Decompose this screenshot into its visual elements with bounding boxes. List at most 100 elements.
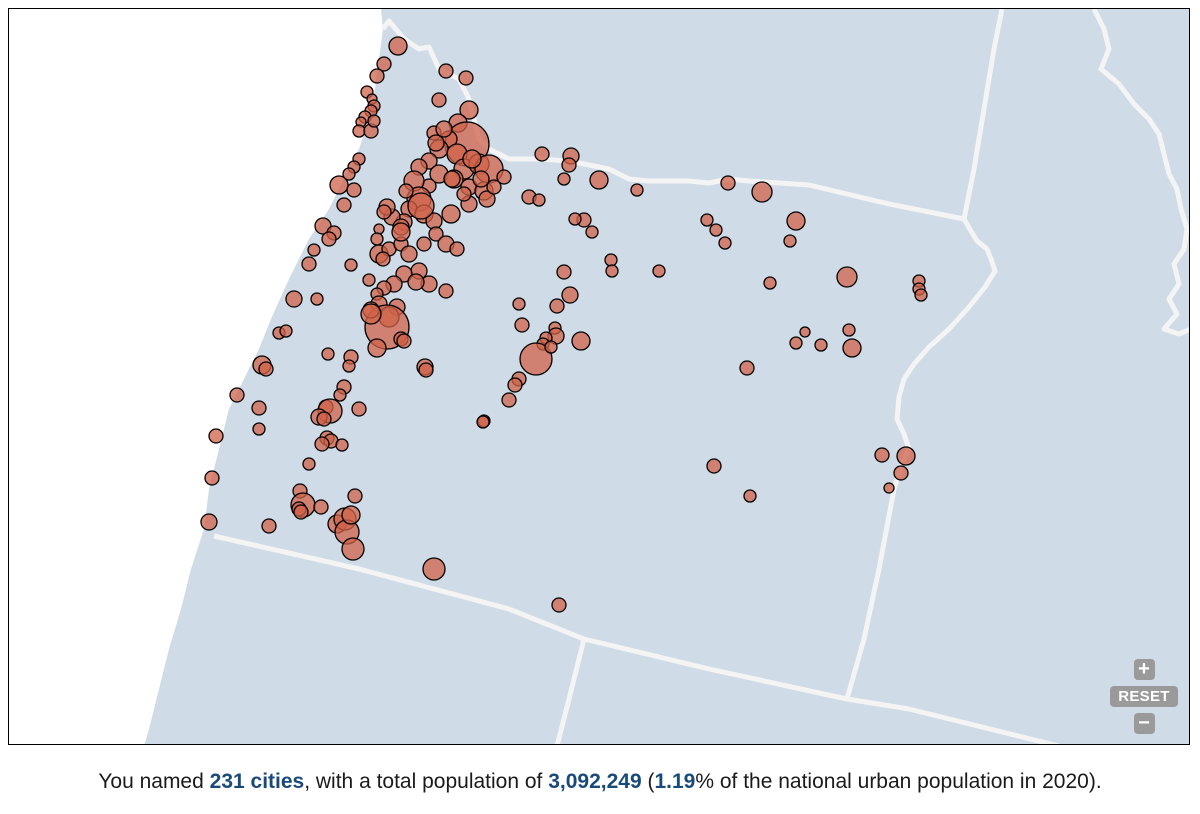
reset-button[interactable]: RESET: [1110, 686, 1178, 707]
city-marker[interactable]: [351, 401, 367, 417]
city-marker[interactable]: [341, 537, 365, 561]
city-marker[interactable]: [341, 505, 361, 525]
city-marker[interactable]: [763, 276, 777, 290]
city-marker[interactable]: [310, 292, 324, 306]
city-marker[interactable]: [208, 428, 224, 444]
city-marker[interactable]: [251, 400, 267, 416]
city-marker[interactable]: [561, 157, 577, 173]
city-marker[interactable]: [441, 204, 461, 224]
city-marker[interactable]: [557, 172, 571, 186]
city-marker[interactable]: [369, 68, 385, 84]
city-marker[interactable]: [391, 222, 411, 242]
city-marker[interactable]: [285, 290, 303, 308]
city-marker[interactable]: [630, 183, 644, 197]
city-marker[interactable]: [512, 297, 526, 311]
city-marker[interactable]: [718, 236, 732, 250]
city-marker[interactable]: [700, 213, 714, 227]
city-marker[interactable]: [302, 457, 316, 471]
city-marker[interactable]: [367, 114, 381, 128]
city-marker[interactable]: [842, 338, 862, 358]
city-marker[interactable]: [585, 225, 599, 239]
city-marker[interactable]: [478, 190, 496, 208]
city-marker[interactable]: [375, 251, 391, 267]
city-marker[interactable]: [814, 338, 828, 352]
city-marker[interactable]: [376, 204, 392, 220]
city-marker[interactable]: [200, 513, 218, 531]
city-marker[interactable]: [204, 470, 220, 486]
city-marker[interactable]: [416, 236, 432, 252]
city-marker[interactable]: [360, 303, 382, 325]
city-marker[interactable]: [407, 192, 435, 220]
city-marker[interactable]: [458, 70, 474, 86]
city-marker[interactable]: [720, 175, 736, 191]
city-marker[interactable]: [367, 338, 387, 358]
city-marker[interactable]: [258, 361, 274, 377]
city-marker[interactable]: [376, 56, 392, 72]
city-marker[interactable]: [342, 359, 356, 373]
city-marker[interactable]: [307, 243, 321, 257]
city-marker[interactable]: [316, 411, 332, 427]
city-marker[interactable]: [313, 499, 329, 515]
city-marker[interactable]: [438, 63, 454, 79]
city-marker[interactable]: [333, 388, 347, 402]
city-marker[interactable]: [507, 377, 523, 393]
city-marker[interactable]: [534, 146, 550, 162]
city-marker[interactable]: [321, 347, 335, 361]
city-marker[interactable]: [709, 223, 723, 237]
city-marker[interactable]: [329, 175, 349, 195]
zoom-in-button[interactable]: +: [1133, 659, 1155, 680]
city-marker[interactable]: [652, 264, 666, 278]
city-marker[interactable]: [293, 504, 309, 520]
city-marker[interactable]: [352, 124, 366, 138]
city-marker[interactable]: [459, 100, 479, 120]
city-marker[interactable]: [462, 149, 482, 169]
city-marker[interactable]: [486, 179, 502, 195]
city-marker[interactable]: [279, 324, 293, 338]
city-marker[interactable]: [261, 518, 277, 534]
city-marker[interactable]: [370, 232, 384, 246]
city-marker[interactable]: [418, 362, 434, 378]
city-marker[interactable]: [571, 331, 591, 351]
city-marker[interactable]: [739, 360, 755, 376]
city-marker[interactable]: [589, 170, 609, 190]
city-marker[interactable]: [431, 92, 447, 108]
city-marker[interactable]: [252, 422, 266, 436]
city-marker[interactable]: [836, 266, 858, 288]
city-marker[interactable]: [438, 283, 454, 299]
city-marker[interactable]: [443, 170, 461, 188]
city-marker[interactable]: [476, 415, 490, 429]
oregon-map[interactable]: [9, 9, 1190, 745]
city-marker[interactable]: [398, 183, 414, 199]
city-marker[interactable]: [519, 342, 553, 376]
city-marker[interactable]: [799, 326, 811, 338]
city-marker[interactable]: [883, 482, 895, 494]
map-viewport[interactable]: + RESET −: [8, 8, 1190, 745]
city-marker[interactable]: [544, 340, 558, 354]
city-marker[interactable]: [514, 317, 530, 333]
city-marker[interactable]: [551, 597, 567, 613]
city-marker[interactable]: [561, 286, 579, 304]
city-marker[interactable]: [549, 298, 565, 314]
city-marker[interactable]: [229, 387, 245, 403]
city-marker[interactable]: [346, 182, 362, 198]
city-marker[interactable]: [568, 212, 582, 226]
city-marker[interactable]: [743, 489, 757, 503]
city-marker[interactable]: [314, 436, 330, 452]
city-marker[interactable]: [896, 446, 916, 466]
city-marker[interactable]: [400, 245, 418, 263]
city-marker[interactable]: [456, 186, 472, 202]
city-marker[interactable]: [396, 333, 412, 349]
city-marker[interactable]: [874, 447, 890, 463]
city-marker[interactable]: [373, 223, 385, 235]
city-marker[interactable]: [301, 256, 317, 272]
city-marker[interactable]: [427, 134, 445, 152]
city-marker[interactable]: [388, 36, 408, 56]
city-marker[interactable]: [321, 231, 337, 247]
city-marker[interactable]: [407, 273, 425, 291]
city-marker[interactable]: [789, 336, 803, 350]
city-marker[interactable]: [786, 211, 806, 231]
city-marker[interactable]: [893, 465, 909, 481]
city-marker[interactable]: [342, 167, 356, 181]
city-marker[interactable]: [344, 258, 358, 272]
city-marker[interactable]: [783, 234, 797, 248]
